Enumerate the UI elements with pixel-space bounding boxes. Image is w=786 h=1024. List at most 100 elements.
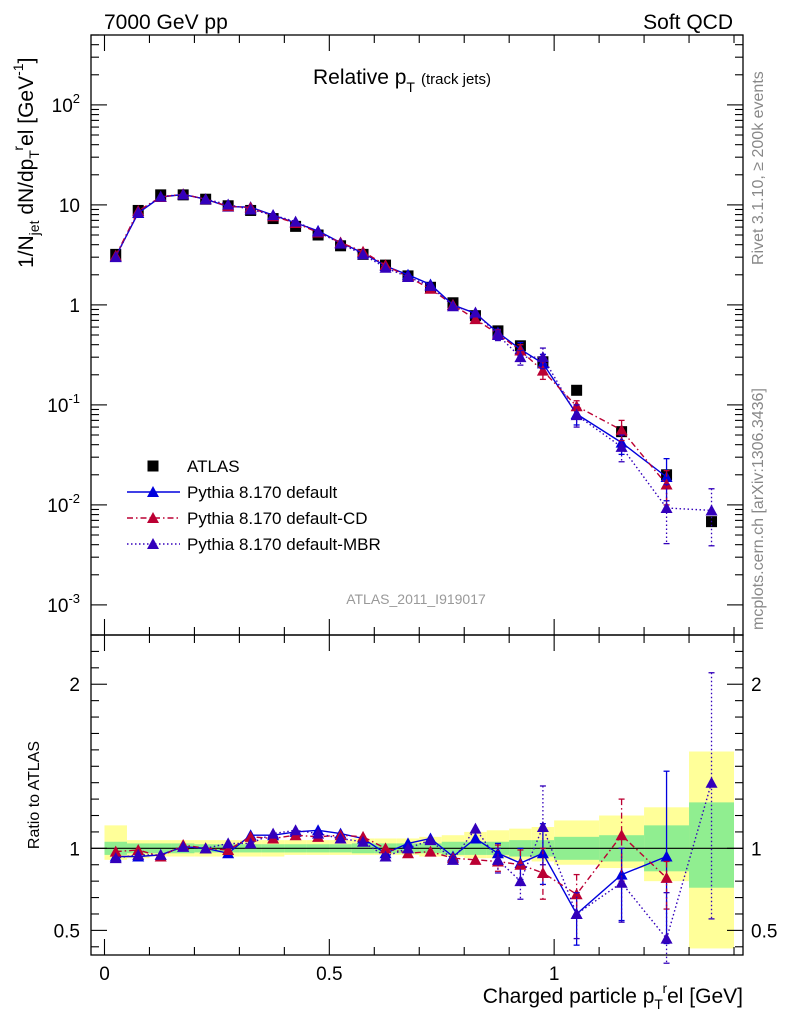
data-point (109, 251, 122, 263)
series-pythia-8-170-default (109, 188, 673, 502)
data-point (570, 409, 583, 421)
data-point (446, 853, 459, 865)
data-point (267, 209, 280, 221)
data-point (177, 188, 190, 200)
data-point (570, 907, 583, 919)
main-axis-ticks: 10-3 10-2 10-1 1 10 102 (47, 34, 743, 635)
data-point (289, 215, 302, 227)
series-line (115, 193, 668, 485)
data-point (514, 875, 527, 887)
data-point (289, 824, 302, 836)
data-point (109, 852, 122, 864)
data-point (199, 842, 212, 854)
data-point (154, 190, 167, 202)
data-point (615, 829, 628, 841)
ratio-y-tick-label: 1 (69, 839, 80, 860)
ratio-frame (90, 634, 744, 956)
data-point (536, 821, 549, 832)
data-point (222, 843, 235, 855)
data-point (424, 845, 437, 857)
data-point (615, 440, 628, 452)
data-point (469, 313, 482, 325)
mcplots-reference-label: mcplots.cern.ch [arXiv:1306.3436] (750, 388, 767, 630)
data-point (357, 248, 370, 260)
y-tick-label: 10 (59, 196, 80, 217)
legend-item-atlas: ATLAS (147, 457, 240, 476)
main-ylabel: 1/Njet dN/dpTrel [GeV-1] (10, 58, 42, 268)
data-point (379, 261, 392, 273)
data-point (615, 424, 628, 436)
legend-item-pythia-8-170-default-mbr: Pythia 8.170 default-MBR (127, 535, 381, 554)
legend-marker (147, 486, 159, 497)
data-point (660, 932, 673, 944)
legend-marker (147, 512, 159, 523)
data-point (571, 384, 583, 396)
legend: ATLAS Pythia 8.170 default Pythia 8.170 de… (127, 457, 381, 554)
data-point (334, 832, 347, 844)
header-left: 7000 GeV pp (104, 11, 228, 34)
data-point (379, 842, 392, 854)
data-point (536, 351, 549, 363)
y-tick-label: 1 (69, 296, 80, 317)
data-point (244, 830, 257, 842)
series-pythia-8-170-default-mbr (109, 188, 718, 547)
plot-title: Relative pT (track jets) (313, 66, 491, 95)
data-point (267, 827, 280, 839)
data-point (357, 835, 370, 847)
x-tick-label: 1 (549, 964, 560, 985)
data-point (446, 300, 459, 312)
data-point (222, 198, 235, 210)
legend-label: Pythia 8.170 default (187, 483, 338, 502)
ratio-uncertainty-bands (104, 751, 735, 949)
data-point (469, 832, 482, 844)
data-point (469, 306, 482, 318)
data-point (660, 850, 673, 862)
data-point (312, 225, 325, 237)
main-series (109, 188, 718, 547)
data-point (334, 237, 347, 249)
data-point (469, 822, 482, 834)
ratio-y-tick-label-right: 1 (751, 839, 762, 860)
data-point (536, 866, 549, 878)
y-tick-label: 10-1 (47, 391, 80, 417)
data-point (660, 502, 673, 514)
data-point (615, 876, 628, 888)
y-tick-label: 10-2 (47, 491, 80, 517)
data-point (424, 279, 437, 291)
data-point (491, 853, 504, 865)
data-point (222, 837, 235, 849)
data-point (705, 504, 718, 516)
y-tick-label: 102 (52, 91, 80, 117)
data-point (402, 842, 415, 854)
ratio-y-tick-label: 2 (69, 675, 80, 696)
legend-item-pythia-8-170-default: Pythia 8.170 default (127, 483, 338, 502)
x-axis-label: Charged particle pTrel [GeV] (483, 980, 743, 1012)
legend-label: Pythia 8.170 default-CD (187, 509, 368, 528)
legend-marker (147, 460, 159, 472)
ratio-y-tick-label: 0.5 (54, 921, 80, 942)
data-point (244, 837, 257, 849)
ratio-y-tick-label-right: 2 (751, 675, 762, 696)
data-point (154, 848, 167, 860)
legend-label: Pythia 8.170 default-MBR (187, 535, 381, 554)
data-point (536, 364, 549, 376)
data-point (109, 845, 122, 857)
data-point (705, 776, 718, 788)
series-line (115, 193, 668, 478)
ratio-ylabel: Ratio to ATLAS (26, 741, 43, 849)
series-line (115, 193, 712, 512)
data-point (132, 848, 145, 860)
x-tick-label: 0 (99, 964, 110, 985)
data-point (379, 850, 392, 862)
data-point (244, 203, 257, 215)
ratio-y-tick-label-right: 0.5 (751, 921, 777, 942)
analysis-watermark: ATLAS_2011_I919017 (346, 591, 486, 607)
data-point (615, 868, 628, 880)
data-point (312, 827, 325, 839)
data-point (132, 206, 145, 218)
series-atlas (110, 189, 718, 528)
ratio-series (109, 672, 718, 964)
data-point (514, 351, 527, 363)
y-tick-label: 10-3 (47, 591, 80, 617)
